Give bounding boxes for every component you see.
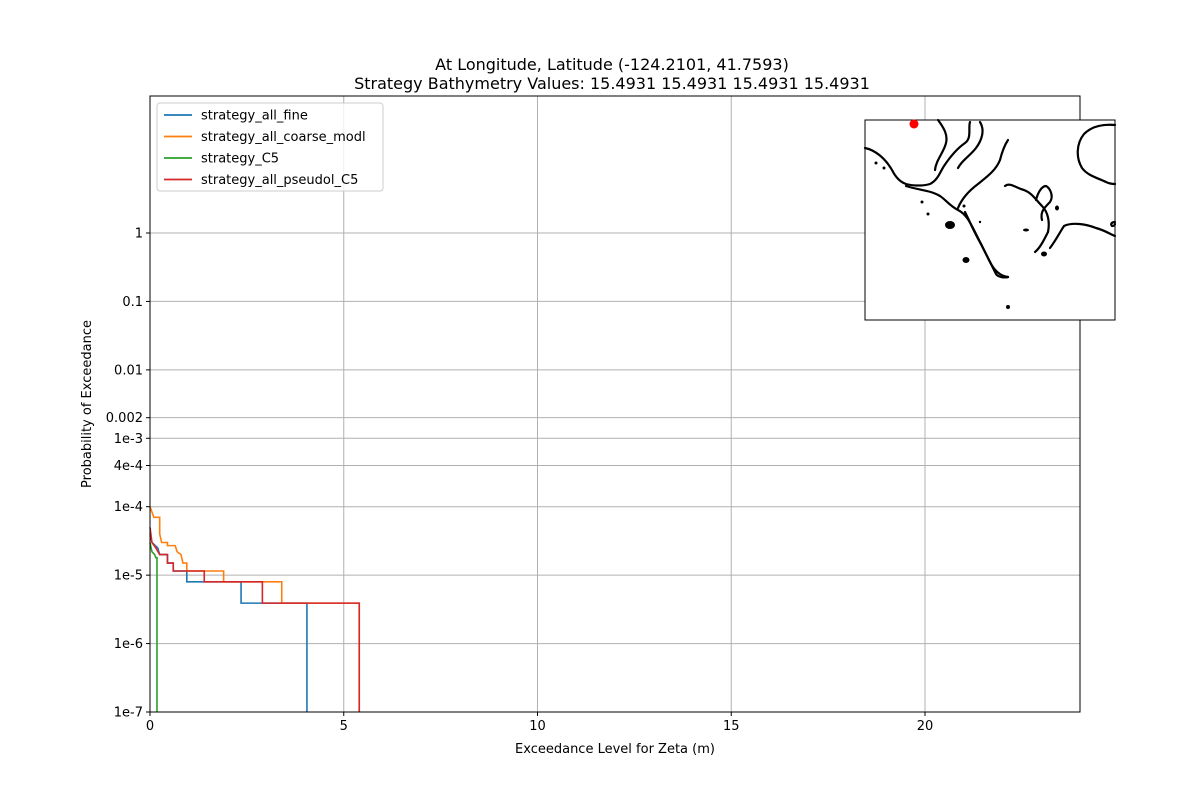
legend-label: strategy_C5 bbox=[201, 152, 279, 167]
legend-items: strategy_all_fine strategy_all_coarse_mod… bbox=[164, 109, 366, 188]
coastline bbox=[863, 118, 1117, 279]
location-marker bbox=[909, 119, 919, 129]
series-line-strategy_all_coarse_modl bbox=[149, 506, 361, 712]
plot-area: 0 5 10 15 20 1 0.1 0.01 0.002 1e-3 4e-4 1e-4 1e-5 1e… bbox=[106, 95, 1081, 734]
grid-lines bbox=[149, 96, 1080, 713]
legend: strategy_all_fine strategy_all_coarse_mod… bbox=[156, 102, 384, 192]
legend-label: strategy_all_coarse_modl bbox=[201, 130, 366, 145]
y-tick-label: 1e-6 bbox=[114, 637, 143, 652]
series-line-strategy_all_pseudol_C5 bbox=[149, 527, 361, 712]
x-tick-label: 5 bbox=[340, 719, 348, 734]
x-axis-label: Exceedance Level for Zeta (m) bbox=[515, 742, 715, 757]
y-tick-label: 0.002 bbox=[106, 411, 143, 426]
series-line-strategy_all_fine bbox=[149, 533, 308, 712]
y-tick-label: 1e-3 bbox=[114, 432, 143, 447]
y-tick-label: 1e-7 bbox=[114, 706, 143, 721]
inset-map-frame bbox=[864, 119, 1116, 321]
series-line-strategy_C5 bbox=[149, 542, 158, 712]
y-axis-ticks: 1 0.1 0.01 0.002 1e-3 4e-4 1e-4 1e-5 1e-6 1e-7 bbox=[106, 227, 150, 721]
y-tick-label: 0.1 bbox=[122, 295, 143, 310]
legend-box bbox=[156, 102, 384, 192]
x-tick-label: 15 bbox=[723, 719, 740, 734]
y-tick-label: 0.01 bbox=[114, 363, 143, 378]
x-axis-ticks: 0 5 10 15 20 bbox=[146, 712, 933, 734]
y-axis-label: Probability of Exceedance bbox=[80, 320, 95, 488]
x-tick-label: 20 bbox=[917, 719, 934, 734]
legend-label: strategy_all_fine bbox=[201, 109, 308, 124]
y-tick-label: 1e-5 bbox=[114, 569, 143, 584]
x-tick-label: 10 bbox=[529, 719, 546, 734]
x-tick-label: 0 bbox=[146, 719, 154, 734]
islands bbox=[874, 161, 1059, 309]
y-tick-label: 1 bbox=[135, 227, 143, 242]
y-tick-label: 1e-4 bbox=[114, 500, 143, 515]
inset-map bbox=[863, 118, 1117, 321]
legend-label: strategy_all_pseudol_C5 bbox=[201, 173, 358, 188]
chart-title-line2: Strategy Bathymetry Values: 15.4931 15.4… bbox=[354, 74, 870, 93]
series-lines bbox=[149, 506, 361, 712]
y-tick-label: 4e-4 bbox=[114, 459, 143, 474]
plot-frame bbox=[149, 95, 1081, 713]
chart-title-line1: At Longitude, Latitude (-124.2101, 41.75… bbox=[435, 55, 789, 74]
